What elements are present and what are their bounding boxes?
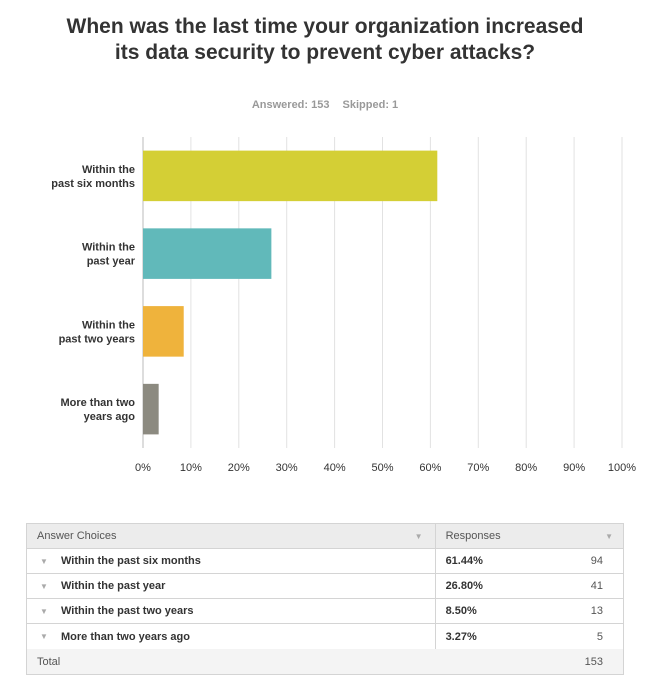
category-label-line: Within the [82, 164, 135, 176]
responses-header[interactable]: Responses ▼ [436, 530, 623, 542]
sort-caret-icon[interactable]: ▼ [605, 531, 613, 541]
answer-choice-label: Within the past two years [61, 605, 194, 617]
answer-choice-label: Within the past six months [61, 555, 201, 567]
category-label: Within the past two years [59, 319, 135, 345]
x-tick-label: 0% [135, 462, 151, 474]
response-stats: Answered: 153 Skipped: 1 [0, 99, 650, 111]
expand-caret-icon[interactable]: ▼ [40, 556, 48, 566]
x-tick-label: 70% [467, 462, 489, 474]
table-row: ▼ Within the past year 26.80% 41 [27, 574, 623, 599]
x-tick-label: 10% [180, 462, 202, 474]
response-percent: 3.27% [445, 630, 477, 643]
answer-choice-label: Within the past year [61, 580, 166, 592]
x-tick-label: 20% [228, 462, 250, 474]
answer-choice-cell: ▼ Within the past six months [27, 549, 436, 573]
sort-caret-icon[interactable]: ▼ [414, 531, 423, 541]
answer-choices-header-label: Answer Choices [37, 530, 117, 542]
responses-header-label: Responses [445, 530, 501, 542]
category-label-line: years ago [84, 411, 136, 423]
table-row: ▼ More than two years ago 3.27% 5 [27, 624, 623, 649]
total-label: Total [37, 655, 61, 668]
category-label-line: past year [87, 256, 136, 268]
response-percent: 8.50% [445, 605, 477, 617]
x-tick-label: 100% [608, 462, 636, 474]
answered-count: Answered: 153 [251, 99, 330, 111]
expand-caret-icon[interactable]: ▼ [40, 581, 48, 591]
bar-chart: 0% 10% 20% 30% 40% 50% 60% 70% 80% 90% 100% Within … [51, 137, 636, 474]
x-tick-label: 80% [515, 462, 537, 474]
x-tick-label: 60% [419, 462, 441, 474]
responses-table: Answer Choices ▼ Responses ▼ ▼ Within the… [26, 523, 624, 675]
response-count: 13 [590, 605, 603, 617]
expand-caret-icon[interactable]: ▼ [40, 632, 48, 641]
response-count: 94 [590, 555, 603, 567]
skipped-count: Skipped: 1 [342, 99, 399, 111]
x-tick-label: 30% [276, 462, 298, 474]
category-label-line: past six months [51, 178, 135, 190]
answer-choice-label: More than two years ago [61, 630, 190, 643]
category-label-line: past two years [59, 333, 135, 345]
table-total-row: Total 153 [27, 649, 623, 674]
response-percent: 26.80% [445, 580, 483, 592]
bar [143, 306, 184, 357]
response-count: 41 [590, 580, 603, 592]
chart-title: When was the last time your organization… [66, 15, 584, 64]
bar [143, 383, 159, 435]
bar [143, 150, 438, 202]
category-label-line: Within the [82, 319, 135, 331]
table-body: ▼ Within the past six months 61.44% 94 ▼ With… [27, 549, 623, 649]
response-percent: 61.44% [445, 555, 483, 567]
bar [143, 228, 272, 279]
response-count: 5 [596, 630, 603, 643]
table-row: ▼ Within the past two years 8.50% 13 [27, 599, 623, 624]
answer-choice-cell: ▼ Within the past year [27, 574, 436, 598]
category-label: More than two years ago [60, 397, 135, 423]
x-tick-label: 40% [324, 462, 346, 474]
category-label: Within the past year [82, 242, 136, 268]
category-label-line: More than two [60, 397, 135, 409]
answer-choice-cell: ▼ More than two years ago [27, 624, 436, 649]
answer-choices-header[interactable]: Answer Choices ▼ [27, 524, 436, 548]
category-label-line: Within the [82, 242, 135, 254]
x-tick-label: 90% [563, 462, 585, 474]
answer-choice-cell: ▼ Within the past two years [27, 599, 436, 623]
total-count: 153 [584, 655, 603, 668]
category-label: Within the past six months [51, 164, 135, 190]
x-tick-label: 50% [371, 462, 393, 474]
expand-caret-icon[interactable]: ▼ [40, 606, 48, 616]
table-row: ▼ Within the past six months 61.44% 94 [27, 549, 623, 574]
table-header-row: Answer Choices ▼ Responses ▼ [27, 524, 623, 549]
